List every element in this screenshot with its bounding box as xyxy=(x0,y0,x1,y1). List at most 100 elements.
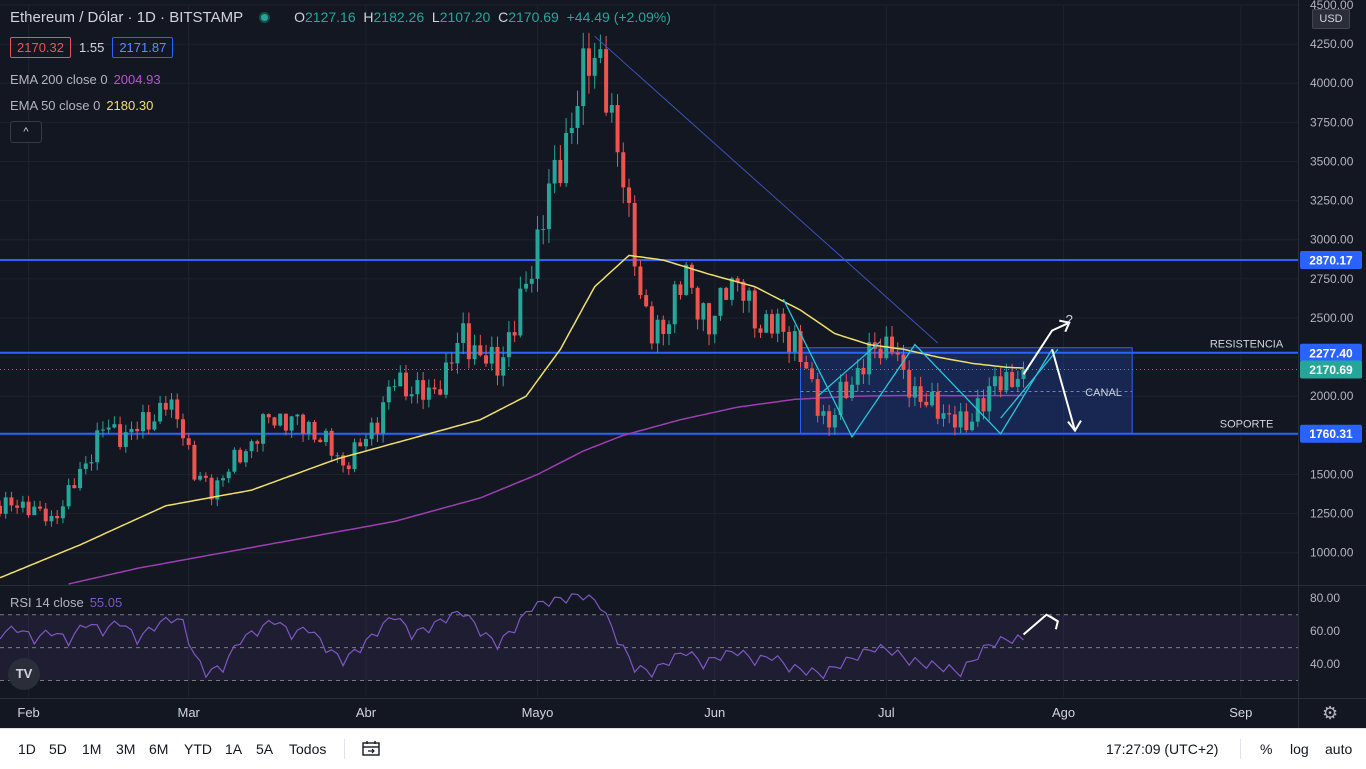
candle-body xyxy=(541,229,546,231)
candle-body xyxy=(301,414,306,434)
candle-body xyxy=(444,362,449,395)
symbol-title[interactable]: Ethereum / Dólar · 1D · BITSTAMP xyxy=(10,9,244,26)
candle-body xyxy=(809,368,814,380)
candle-body xyxy=(438,389,443,395)
level-price-label-bg xyxy=(1300,424,1362,443)
candle-body xyxy=(981,398,986,412)
candle-body xyxy=(283,413,288,431)
calendar-icon[interactable] xyxy=(362,740,380,756)
candle-body xyxy=(146,412,151,430)
candle-body xyxy=(678,284,683,295)
timeframe-1m[interactable]: 1M xyxy=(82,741,102,757)
candle-body xyxy=(524,283,529,289)
candle-body xyxy=(546,183,551,230)
time-tick-label: Abr xyxy=(356,705,377,720)
candle-body xyxy=(266,414,271,418)
level-price-label: 2870.17 xyxy=(1309,254,1353,268)
currency-selector[interactable]: USD xyxy=(1312,9,1350,29)
timeframe-todos[interactable]: Todos xyxy=(289,741,327,757)
ema50-legend[interactable]: EMA 50 close 0 2180.30 xyxy=(10,98,153,113)
rsi-path xyxy=(0,593,1024,680)
candle-body xyxy=(586,48,591,76)
high-value: 2182.26 xyxy=(373,9,425,25)
timeframe-3m[interactable]: 3M xyxy=(116,741,136,757)
sell-price[interactable]: 2170.32 xyxy=(10,37,71,58)
bottom-toolbar: 1D 5D 1M 3M 6M YTD 1A 5A Todos 17:27:09 … xyxy=(0,728,1366,769)
percent-scale-toggle[interactable]: % xyxy=(1260,741,1273,757)
rsi-legend[interactable]: RSI 14 close 55.05 xyxy=(10,595,122,610)
rsi-pane xyxy=(0,593,1298,682)
bid-ask: 2170.32 1.55 2171.87 xyxy=(10,37,174,58)
timeframe-6m[interactable]: 6M xyxy=(149,741,169,757)
candle-body xyxy=(747,290,752,301)
gear-icon[interactable]: ⚙ xyxy=(1322,703,1339,723)
trendline xyxy=(594,35,939,344)
candle-body xyxy=(9,497,14,506)
channel-line xyxy=(1000,348,1059,419)
candle-body xyxy=(912,386,917,398)
candle-body xyxy=(575,106,580,128)
candle-body xyxy=(598,49,603,58)
candle-body xyxy=(987,386,992,412)
candle-body xyxy=(941,413,946,419)
candle-body xyxy=(1004,372,1009,391)
candle-body xyxy=(432,387,437,390)
candle-body xyxy=(707,303,712,335)
buy-price[interactable]: 2171.87 xyxy=(112,37,174,58)
chart-canvas[interactable]: RESISTENCIA CANAL SOPORTE? 1000.00 1250.00 1… xyxy=(0,0,1366,728)
candle-body xyxy=(827,411,832,428)
candle-body xyxy=(947,413,952,415)
candle-body xyxy=(867,342,872,375)
price-tick-label: 1250.00 xyxy=(1310,507,1354,521)
candle-body xyxy=(135,428,140,432)
timeframe-5d[interactable]: 5D xyxy=(49,741,67,757)
candle-body xyxy=(764,314,769,333)
timeframe-5a[interactable]: 5A xyxy=(256,741,274,757)
current-price-label: 2170.69 xyxy=(1309,363,1353,377)
candle-body xyxy=(43,508,48,522)
candle-body xyxy=(518,288,523,336)
candle-body xyxy=(209,477,214,500)
candle-body xyxy=(129,428,134,433)
tradingview-logo-icon[interactable]: TV xyxy=(8,658,40,690)
log-scale-toggle[interactable]: log xyxy=(1290,741,1309,757)
timeframe-1d[interactable]: 1D xyxy=(18,741,36,757)
candle-body xyxy=(323,430,328,443)
candle-body xyxy=(169,399,174,410)
close-key: C xyxy=(498,9,509,25)
candle-body xyxy=(672,284,677,325)
level-price-label-bg xyxy=(1300,343,1362,362)
timeframe-ytd[interactable]: YTD xyxy=(184,741,212,757)
collapse-legend-button[interactable]: ^ xyxy=(10,121,42,143)
ema50-label: EMA 50 close 0 xyxy=(10,98,101,113)
candle-body xyxy=(792,331,797,352)
candle-body xyxy=(238,449,243,463)
rsi-tick-label: 40.00 xyxy=(1310,657,1340,671)
candle-body xyxy=(592,57,597,76)
candle-body xyxy=(289,416,294,431)
auto-scale-toggle[interactable]: auto xyxy=(1325,741,1353,757)
clock-timezone[interactable]: 17:27:09 (UTC+2) xyxy=(1106,741,1219,757)
candle-body xyxy=(632,202,637,267)
candle-body xyxy=(752,290,757,329)
candle-body xyxy=(163,402,168,410)
time-tick-label: Ago xyxy=(1052,705,1075,720)
candle-body xyxy=(970,421,975,431)
price-tick-label: 1500.00 xyxy=(1310,467,1354,481)
candle-body xyxy=(935,391,940,419)
ema200-path xyxy=(68,394,1024,585)
candle-body xyxy=(564,133,569,184)
annotation-text: CANAL xyxy=(1085,387,1122,399)
rsi-label: RSI 14 close xyxy=(10,595,84,610)
annotation-text: ? xyxy=(1066,312,1073,327)
rsi-value: 55.05 xyxy=(89,595,123,610)
candle-body xyxy=(95,430,100,463)
timeframe-1a[interactable]: 1A xyxy=(225,741,243,757)
candle-body xyxy=(140,412,145,432)
candle-body xyxy=(392,386,397,388)
candle-body xyxy=(0,505,2,514)
ema200-legend[interactable]: EMA 200 close 0 2004.93 xyxy=(10,72,161,87)
candle-body xyxy=(535,229,540,279)
candle-body xyxy=(621,152,626,188)
ema200-line xyxy=(68,394,1024,585)
